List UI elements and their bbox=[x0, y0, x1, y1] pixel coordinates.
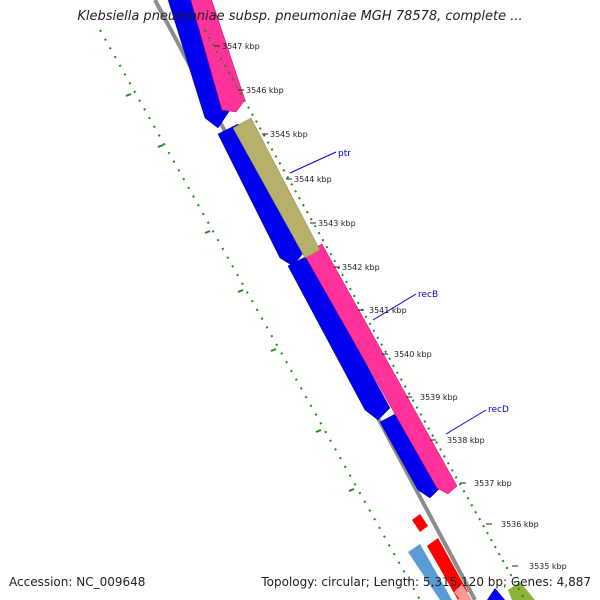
gc-track-right bbox=[204, 29, 526, 600]
tick-label: 3547 kbp bbox=[222, 42, 260, 51]
gene-callouts bbox=[289, 151, 487, 435]
red-feature-2 bbox=[427, 538, 468, 600]
tick-label: 3545 kbp bbox=[270, 130, 308, 139]
gc-peaks bbox=[125, 93, 355, 492]
ptr-gene bbox=[232, 117, 321, 259]
tick-label: 3540 kbp bbox=[394, 350, 432, 359]
map-title: Klebsiella pneumoniae subsp. pneumoniae … bbox=[77, 9, 523, 24]
tick-label: 3535 kbp bbox=[529, 562, 567, 571]
tick-label: 3537 kbp bbox=[474, 479, 512, 488]
tick-label: 3539 kbp bbox=[420, 393, 458, 402]
reverse-gene-2 bbox=[217, 123, 305, 267]
red-feature-3 bbox=[454, 584, 472, 600]
reverse-gene-3 bbox=[287, 255, 391, 421]
tick-label: 3543 kbp bbox=[318, 219, 356, 228]
olive-feature bbox=[508, 582, 535, 600]
tick-label: 3538 kbp bbox=[447, 436, 485, 445]
reverse-gene-5 bbox=[487, 588, 505, 600]
tick-label: 3536 kbp bbox=[501, 520, 539, 529]
tick-labels: 3547 kbp 3546 kbp 3545 kbp 3544 kbp 3543… bbox=[222, 42, 567, 571]
accession-label: Accession: NC_009648 bbox=[9, 575, 146, 589]
gene-label-ptr[interactable]: ptr bbox=[338, 149, 351, 159]
forward-gene-2 bbox=[303, 243, 458, 495]
tick-label: 3544 kbp bbox=[294, 175, 332, 184]
gene-label-recB[interactable]: recB bbox=[418, 290, 438, 300]
forward-gene-1 bbox=[190, 0, 246, 113]
light-blue-feature bbox=[408, 544, 452, 600]
reverse-gene-1 bbox=[167, 0, 231, 129]
red-feature-1 bbox=[412, 514, 428, 532]
gene-label-recD[interactable]: recD bbox=[488, 405, 509, 415]
genome-summary: Topology: circular; Length: 5,315,120 bp… bbox=[261, 575, 591, 589]
gc-track-left bbox=[99, 29, 421, 600]
tick-marks bbox=[214, 45, 518, 567]
tick-label: 3542 kbp bbox=[342, 263, 380, 272]
tick-label: 3546 kbp bbox=[246, 86, 284, 95]
